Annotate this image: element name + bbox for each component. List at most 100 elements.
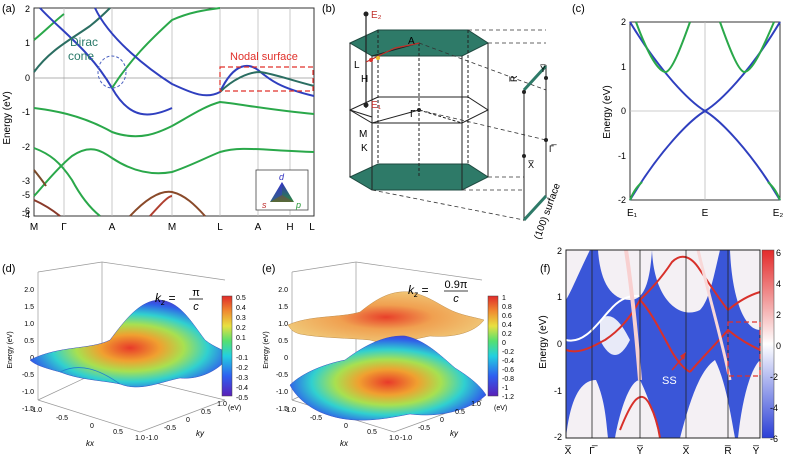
ss-label: SS [662, 375, 677, 387]
panel-c-label: (c) [572, 3, 585, 15]
e1-label: E₁ [371, 100, 382, 111]
svg-text:2.0: 2.0 [24, 287, 34, 294]
svg-text:-2: -2 [770, 372, 778, 382]
svg-text:0: 0 [621, 106, 626, 116]
svg-text:1: 1 [557, 292, 562, 302]
panel-b-label: (b) [322, 3, 335, 15]
svg-text:0: 0 [440, 417, 444, 424]
svg-text:0: 0 [30, 355, 34, 362]
svg-text:-1.2: -1.2 [502, 394, 514, 401]
panel-f-nodal-box [727, 321, 761, 377]
svg-text:X̅: X̅ [528, 160, 534, 170]
svg-text:-1.0: -1.0 [146, 435, 158, 442]
svg-text:M: M [359, 129, 367, 140]
svg-text:-0.5: -0.5 [310, 415, 322, 422]
svg-text:-3: -3 [22, 176, 30, 186]
panel-e-ky-label: ky [450, 429, 459, 438]
svg-text:-0.4: -0.4 [236, 385, 248, 392]
svg-text:1.0: 1.0 [135, 435, 145, 442]
svg-text:2: 2 [621, 17, 626, 27]
svg-text:-0.6: -0.6 [502, 367, 514, 374]
svg-text:1.0: 1.0 [217, 401, 227, 408]
orbital-legend: d s p [255, 169, 309, 211]
svg-text:-0.4: -0.4 [502, 358, 514, 365]
panel-f-ylabel: Energy (eV) [538, 315, 549, 368]
panel-d: (d) 2.0 1.5 1.0 0.5 0 -0.5 -1.0 -1.5 Ene… [2, 261, 248, 448]
svg-text:0: 0 [502, 340, 506, 347]
svg-text:L: L [354, 60, 360, 71]
panel-c-yticks: 2 1 0 -1 -2 [618, 17, 626, 205]
panel-e-kz-label: kz = 0.9π c [408, 279, 468, 305]
svg-text:1.0: 1.0 [278, 321, 288, 328]
panel-f-kpath-lines [591, 250, 729, 438]
svg-text:0.5: 0.5 [367, 429, 377, 436]
panel-d-zticks: 2.0 1.5 1.0 0.5 0 -0.5 -1.0 -1.5 [22, 287, 34, 413]
panel-e-kx-ticks: -1.0 -0.5 0 0.5 1.0 [284, 407, 399, 442]
panel-c-ylabel: Energy (eV) [602, 85, 613, 138]
panel-e-upper-surface [287, 291, 485, 343]
svg-text:-1: -1 [22, 107, 30, 117]
panel-e-zticks: 2.0 1.5 1.0 0.5 0 -0.5 -1.0 -1.5 [276, 287, 288, 413]
panel-e-colorbar [487, 295, 499, 397]
panel-a-ylabel: Energy (eV) [2, 91, 13, 144]
svg-text:R̅: R̅ [724, 445, 731, 457]
svg-text:-0.2: -0.2 [236, 365, 248, 372]
svg-text:-1.0: -1.0 [22, 389, 34, 396]
svg-text:H: H [361, 74, 368, 85]
panel-e-cbar-ticks: 1 0.8 0.6 0.4 0.2 0 -0.2 -0.4 -0.6 -0.8 … [494, 295, 514, 412]
panel-d-ky-ticks: -1.0 -0.5 0 0.5 1.0 [146, 401, 227, 442]
svg-text:-0.5: -0.5 [276, 372, 288, 379]
svg-text:E₁: E₁ [627, 208, 638, 219]
svg-text:0.2: 0.2 [236, 325, 246, 332]
svg-text:A: A [109, 222, 116, 233]
panel-d-cbar-ticks: 0.5 0.4 0.3 0.2 0.1 0 -0.1 -0.2 -0.3 -0.… [228, 295, 248, 412]
panel-a-yticks: 2 1 0 -1 -2 -3 -4 [22, 4, 30, 220]
svg-text:-6: -6 [22, 206, 30, 216]
svg-text:A: A [255, 222, 262, 233]
svg-text:0: 0 [557, 339, 562, 349]
svg-text:-0.1: -0.1 [236, 355, 248, 362]
bz-points: A L H M K Γ [354, 36, 416, 154]
panel-d-zlabel: Energy (eV) [7, 331, 14, 368]
svg-text:d: d [279, 172, 285, 182]
svg-text:Y̅: Y̅ [637, 445, 644, 457]
svg-text:0: 0 [25, 73, 30, 83]
svg-text:-4: -4 [22, 210, 30, 220]
svg-text:4: 4 [776, 279, 781, 289]
panel-d-colorbar [221, 295, 233, 397]
svg-text:0.4: 0.4 [502, 322, 512, 329]
svg-text:-1.0: -1.0 [30, 407, 42, 414]
svg-text:Y̅: Y̅ [540, 64, 546, 74]
svg-text:M: M [168, 222, 176, 233]
svg-text:-1: -1 [618, 151, 626, 161]
svg-text:1: 1 [502, 295, 506, 302]
nodal-surface-label: Nodal surface [230, 51, 298, 63]
svg-text:2: 2 [557, 246, 562, 256]
svg-text:p: p [295, 200, 301, 210]
panel-a: (a) Energy (eV) 2 1 0 -1 -2 -3 -4 -5 -6 [2, 3, 315, 233]
svg-text:0: 0 [284, 355, 288, 362]
panel-e-kx-label: kx [340, 439, 349, 448]
svg-text:-0.5: -0.5 [236, 395, 248, 402]
svg-text:-1.0: -1.0 [400, 435, 412, 442]
svg-text:kz =: kz = [155, 291, 175, 307]
svg-text:1.0: 1.0 [389, 435, 399, 442]
panel-f-label: (f) [540, 263, 550, 275]
svg-text:c: c [193, 301, 199, 313]
svg-text:0.2: 0.2 [502, 331, 512, 338]
svg-text:Γ: Γ [410, 109, 416, 120]
svg-text:M: M [30, 222, 38, 233]
panel-f-frame [565, 249, 761, 439]
svg-text:L: L [309, 222, 315, 233]
panel-c-xticks: E₁ E E₂ [627, 208, 783, 219]
panel-f-xticks: X̅ Γ̅ Y̅ X̅ R̅ Y̅ [565, 445, 760, 457]
svg-text:E₂: E₂ [773, 208, 784, 219]
svg-text:-2: -2 [22, 142, 30, 152]
svg-text:6: 6 [776, 248, 781, 258]
svg-text:-0.5: -0.5 [164, 425, 176, 432]
svg-text:0.5: 0.5 [455, 409, 465, 416]
svg-text:0: 0 [90, 423, 94, 430]
panel-d-ky-label: ky [196, 429, 205, 438]
panel-a-bands [33, 7, 315, 217]
